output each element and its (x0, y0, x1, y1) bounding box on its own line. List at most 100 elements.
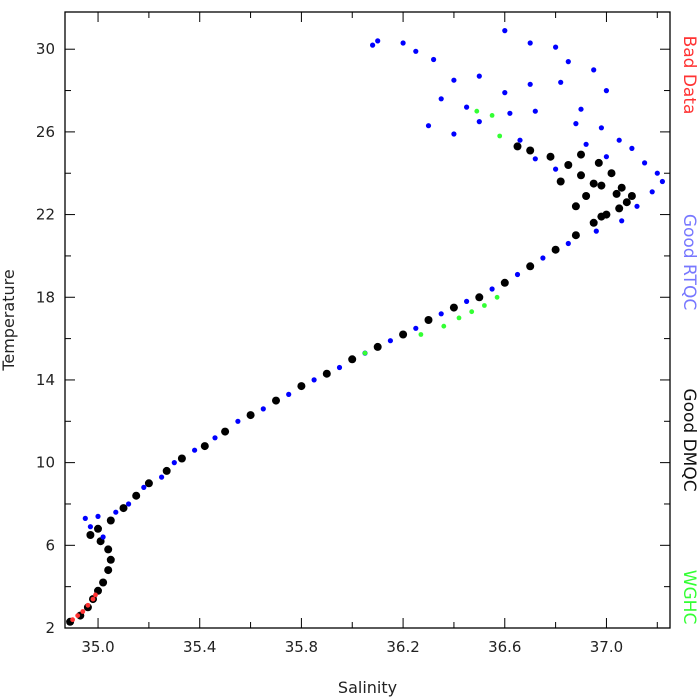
data-point (100, 534, 106, 540)
data-point (500, 278, 509, 287)
data-point (449, 303, 458, 312)
data-point (132, 491, 141, 500)
data-point (469, 309, 475, 315)
data-point (451, 77, 457, 83)
data-point (94, 524, 102, 533)
points-layer (66, 28, 666, 626)
legend-entry-good-dmqc: Good DMQC (679, 388, 699, 491)
data-point (507, 110, 513, 116)
data-point (260, 406, 266, 412)
data-point (578, 106, 584, 112)
data-point (622, 198, 631, 207)
data-point (603, 154, 610, 160)
y-tick-label: 18 (36, 288, 55, 306)
data-point (540, 255, 546, 261)
data-point (526, 146, 535, 155)
data-point (591, 67, 597, 73)
data-point (80, 609, 86, 614)
data-point (221, 427, 230, 436)
data-point (464, 298, 470, 304)
data-point (489, 286, 495, 292)
data-point (144, 479, 153, 488)
data-point (171, 460, 177, 466)
data-point (87, 524, 93, 530)
data-point (104, 545, 113, 554)
data-point (597, 212, 606, 221)
x-tick-label: 35.0 (81, 638, 114, 656)
data-point (583, 141, 589, 147)
data-point (375, 38, 381, 44)
data-point (451, 131, 457, 137)
data-point (565, 240, 571, 247)
data-point (654, 170, 660, 176)
data-point (517, 137, 523, 143)
data-point (464, 104, 470, 110)
data-point (612, 189, 621, 198)
data-point (617, 183, 626, 192)
data-point (564, 161, 573, 169)
data-point (362, 350, 368, 356)
data-point (438, 96, 444, 102)
x-tick-label: 36.2 (386, 638, 419, 656)
data-point (418, 332, 424, 337)
data-point (546, 152, 555, 161)
data-point (286, 391, 292, 397)
data-point (593, 228, 599, 234)
data-point (649, 189, 655, 195)
data-point (192, 447, 198, 453)
x-tick-label: 36.6 (488, 638, 521, 656)
data-point (527, 40, 533, 46)
data-point (489, 113, 495, 118)
data-point (177, 454, 186, 463)
data-point (497, 133, 503, 139)
data-point (438, 311, 444, 317)
y-tick-label: 2 (45, 619, 55, 637)
data-point (311, 377, 317, 383)
data-point (659, 178, 666, 185)
y-tick-label: 14 (36, 371, 55, 389)
data-point (413, 325, 419, 331)
data-point (553, 44, 559, 50)
data-point (616, 137, 622, 143)
y-axis-title: Temperature (0, 269, 18, 371)
plot-frame (64, 11, 671, 629)
data-point (85, 602, 91, 608)
data-point (527, 81, 533, 87)
data-point (373, 342, 382, 351)
data-point (627, 192, 636, 200)
data-point (113, 509, 119, 515)
legend-entry-bad-data: Bad Data (679, 36, 699, 115)
data-point (90, 596, 96, 602)
x-tick-label: 35.4 (183, 638, 216, 656)
data-point (212, 435, 218, 441)
data-point (551, 245, 560, 254)
y-tick-label: 22 (36, 206, 55, 224)
series-good-rtqc (82, 28, 666, 540)
data-point (297, 382, 306, 391)
data-point (162, 466, 171, 475)
data-point (387, 338, 393, 344)
data-point (502, 90, 508, 96)
data-point (577, 150, 585, 159)
data-point (532, 156, 538, 162)
data-point (582, 192, 591, 200)
data-point (577, 171, 585, 180)
data-point (629, 145, 635, 151)
data-point (573, 121, 579, 127)
y-tick-label: 26 (36, 123, 55, 141)
legend-entry-good-rtqc: Good RTQC (679, 214, 699, 310)
data-point (553, 166, 559, 172)
data-point (474, 108, 480, 114)
data-point (348, 355, 357, 364)
data-point (589, 218, 598, 227)
data-point (82, 515, 88, 522)
x-axis-title: Salinity (338, 678, 397, 697)
data-point (476, 119, 482, 125)
series-good-dmqc (66, 142, 636, 626)
y-tick-label: 30 (36, 40, 55, 58)
data-point (93, 592, 98, 598)
data-point (558, 79, 564, 85)
data-point (322, 369, 331, 378)
data-point (399, 330, 408, 339)
